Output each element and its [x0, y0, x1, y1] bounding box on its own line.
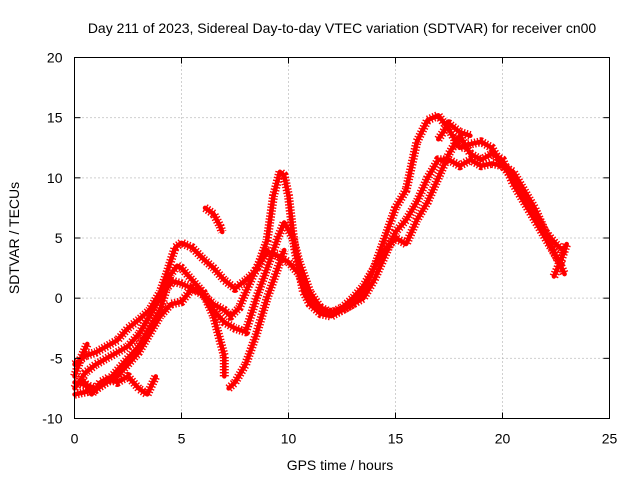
tick-labels: 0 5 10 15 20 25 -10 -5 0 5 10 15 20 [42, 50, 617, 447]
series-trace-i-markers [434, 119, 472, 142]
series-trace-c-markers [73, 155, 569, 393]
x-tick-label: 20 [495, 431, 511, 447]
y-tick-label: 0 [55, 290, 63, 306]
axis-ticks [74, 57, 610, 419]
y-tick-label: 5 [55, 230, 63, 246]
x-axis-label: GPS time / hours [287, 457, 394, 473]
y-tick-label: -5 [50, 350, 63, 366]
x-tick-label: 5 [178, 431, 186, 447]
series-trace-h-markers [70, 342, 92, 378]
series-trace-j-markers [549, 242, 571, 279]
x-tick-label: 15 [388, 431, 404, 447]
y-tick-label: 10 [47, 170, 63, 186]
y-axis-label: SDTVAR / TECUs [6, 182, 22, 294]
x-tick-label: 10 [281, 431, 297, 447]
series-trace-b-markers [70, 261, 229, 391]
series-trace-g [226, 247, 287, 391]
y-tick-label: 20 [47, 50, 63, 66]
x-tick-label: 0 [71, 431, 79, 447]
chart-title: Day 211 of 2023, Sidereal Day-to-day VTE… [88, 20, 597, 36]
y-tick-label: 15 [47, 110, 63, 126]
data-series [70, 110, 571, 399]
y-tick-label: -10 [42, 411, 62, 427]
x-tick-label: 25 [602, 431, 618, 447]
series-trace-d-markers [73, 131, 566, 399]
series-trace-f-markers [202, 204, 227, 234]
series-trace-e-markers [79, 371, 160, 399]
